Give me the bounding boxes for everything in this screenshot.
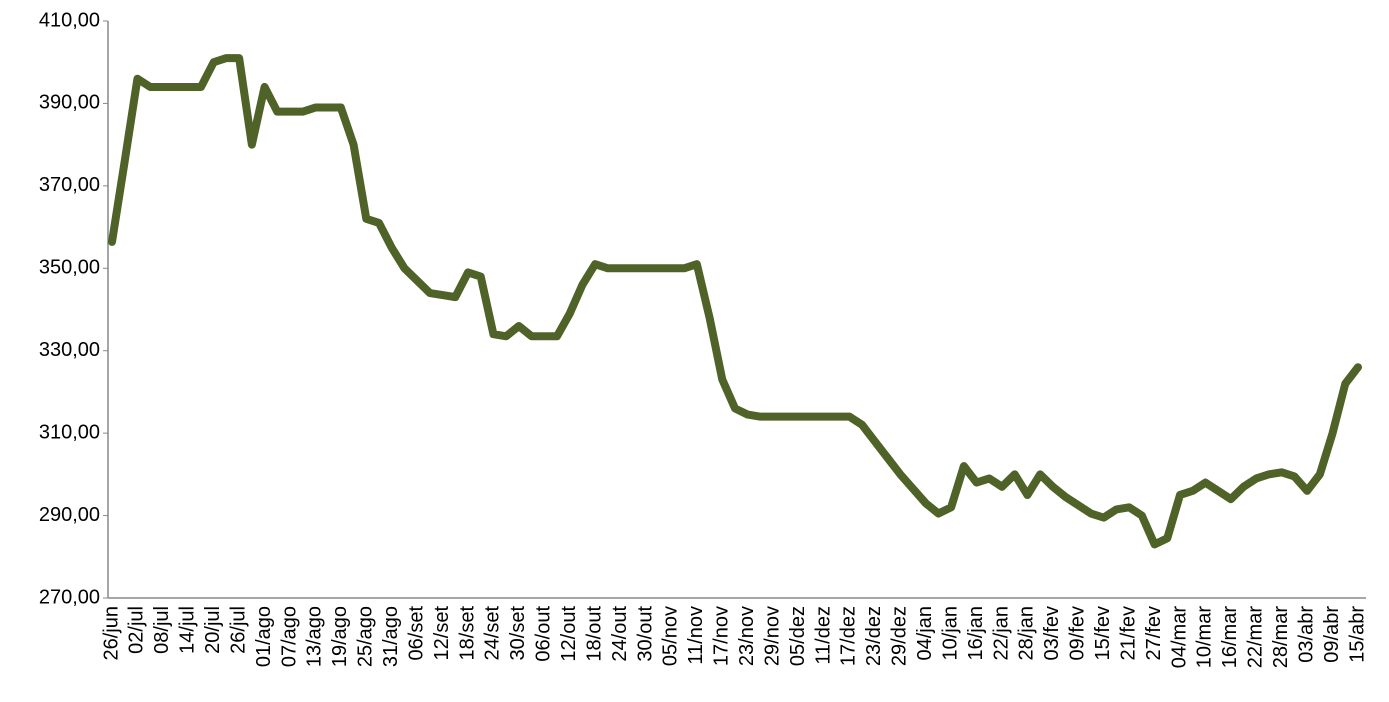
x-tick-label: 18/out bbox=[583, 606, 605, 662]
x-tick-label: 28/jan bbox=[1016, 606, 1038, 661]
x-tick-label: 06/set bbox=[405, 606, 427, 661]
x-tick-label: 22/mar bbox=[1245, 606, 1267, 669]
x-tick-label: 13/ago bbox=[304, 606, 326, 667]
x-tick-label: 15/fev bbox=[1092, 606, 1114, 660]
x-tick-label: 18/set bbox=[456, 606, 478, 661]
x-tick-label: 23/nov bbox=[736, 606, 758, 666]
x-tick-label: 09/abr bbox=[1321, 606, 1343, 663]
x-tick-label: 26/jul bbox=[227, 606, 249, 654]
x-tick-label: 20/jul bbox=[202, 606, 224, 654]
x-tick-label: 16/mar bbox=[1219, 606, 1241, 669]
x-tick-label: 30/out bbox=[634, 606, 656, 662]
x-tick-label: 26/jun bbox=[100, 606, 122, 661]
x-tick-label: 25/ago bbox=[355, 606, 377, 667]
y-tick-label: 370,00 bbox=[39, 174, 100, 196]
x-tick-label: 04/jan bbox=[914, 606, 936, 661]
x-tick-label: 01/ago bbox=[253, 606, 275, 667]
x-tick-label: 09/fev bbox=[1067, 606, 1089, 660]
x-tick-label: 29/nov bbox=[761, 606, 783, 666]
data-line bbox=[108, 54, 1362, 549]
x-tick-label: 27/fev bbox=[1143, 606, 1165, 660]
x-tick-label: 05/dez bbox=[787, 606, 809, 666]
x-tick-label: 24/out bbox=[609, 606, 631, 662]
x-tick-label: 03/abr bbox=[1295, 606, 1317, 663]
x-tick-label: 04/mar bbox=[1168, 606, 1190, 669]
x-tick-label: 28/mar bbox=[1270, 606, 1292, 669]
y-tick-label: 390,00 bbox=[39, 92, 100, 114]
x-tick-label: 07/ago bbox=[278, 606, 300, 667]
y-tick-label: 330,00 bbox=[39, 339, 100, 361]
x-tick-label: 10/mar bbox=[1194, 606, 1216, 669]
y-tick-label: 350,00 bbox=[39, 257, 100, 279]
x-tick-label: 29/dez bbox=[889, 606, 911, 666]
y-tick-label: 290,00 bbox=[39, 504, 100, 526]
x-tick-label: 21/fev bbox=[1117, 606, 1139, 660]
y-tick-label: 410,00 bbox=[39, 9, 100, 31]
x-tick-label: 24/set bbox=[482, 606, 504, 661]
x-tick-label: 15/abr bbox=[1346, 606, 1368, 663]
x-tick-label: 05/nov bbox=[660, 606, 682, 666]
x-tick-label: 23/dez bbox=[863, 606, 885, 666]
x-tick-label: 06/out bbox=[533, 606, 555, 662]
x-tick-label: 12/set bbox=[431, 606, 453, 661]
x-tick-label: 08/jul bbox=[151, 606, 173, 654]
y-tick-label: 270,00 bbox=[39, 586, 100, 608]
x-tick-label: 19/ago bbox=[329, 606, 351, 667]
x-tick-label: 31/ago bbox=[380, 606, 402, 667]
x-tick-label: 10/jan bbox=[939, 606, 961, 661]
x-tick-label: 12/out bbox=[558, 606, 580, 662]
x-tick-label: 30/set bbox=[507, 606, 529, 661]
x-tick-label: 22/jan bbox=[990, 606, 1012, 661]
x-tick-label: 11/nov bbox=[685, 606, 707, 665]
x-tick-label: 16/jan bbox=[965, 606, 987, 661]
x-tick-label: 14/jul bbox=[177, 606, 199, 654]
x-tick-label: 17/dez bbox=[838, 606, 860, 666]
x-tick-label: 03/fev bbox=[1041, 606, 1063, 660]
x-tick-label: 17/nov bbox=[711, 606, 733, 666]
x-tick-label: 02/jul bbox=[126, 606, 148, 654]
y-tick-label: 310,00 bbox=[39, 421, 100, 443]
x-tick-label: 11/dez bbox=[812, 606, 834, 665]
